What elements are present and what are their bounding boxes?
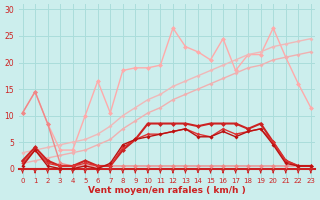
X-axis label: Vent moyen/en rafales ( km/h ): Vent moyen/en rafales ( km/h ) bbox=[88, 186, 245, 195]
